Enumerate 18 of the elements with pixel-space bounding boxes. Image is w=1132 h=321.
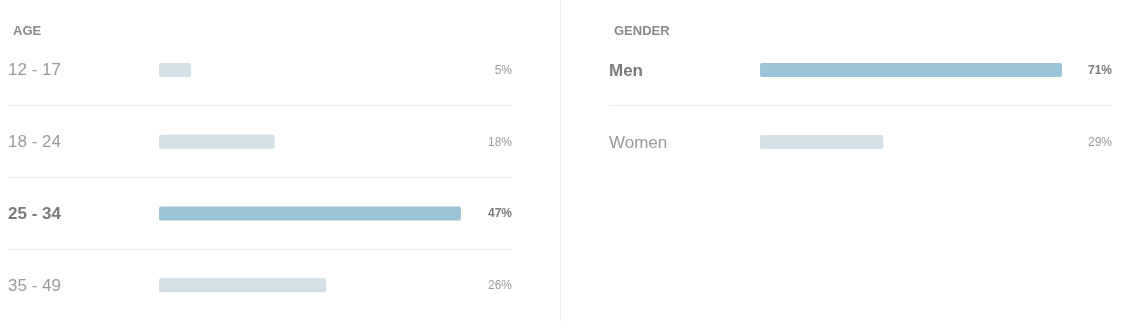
data-label: 71% (1087, 63, 1113, 77)
y-tick-label: 25 - 34 (8, 203, 62, 223)
y-tick-label: Men (609, 60, 643, 80)
bar (159, 278, 327, 293)
y-tick-label: 18 - 24 (8, 132, 61, 152)
bar (159, 62, 192, 77)
bar (159, 206, 461, 221)
data-label: 5% (494, 62, 513, 77)
y-tick-label: 35 - 49 (8, 275, 61, 295)
text: AGE (13, 23, 42, 38)
data-label: 18% (487, 134, 513, 149)
data-label: 29% (1087, 135, 1113, 149)
y-tick-label: Women (609, 132, 668, 152)
bar (159, 134, 275, 149)
data-label: 26% (487, 278, 513, 293)
data-label: 47% (487, 206, 513, 221)
y-tick-label: 12 - 17 (8, 60, 61, 80)
text: GENDER (614, 23, 671, 38)
